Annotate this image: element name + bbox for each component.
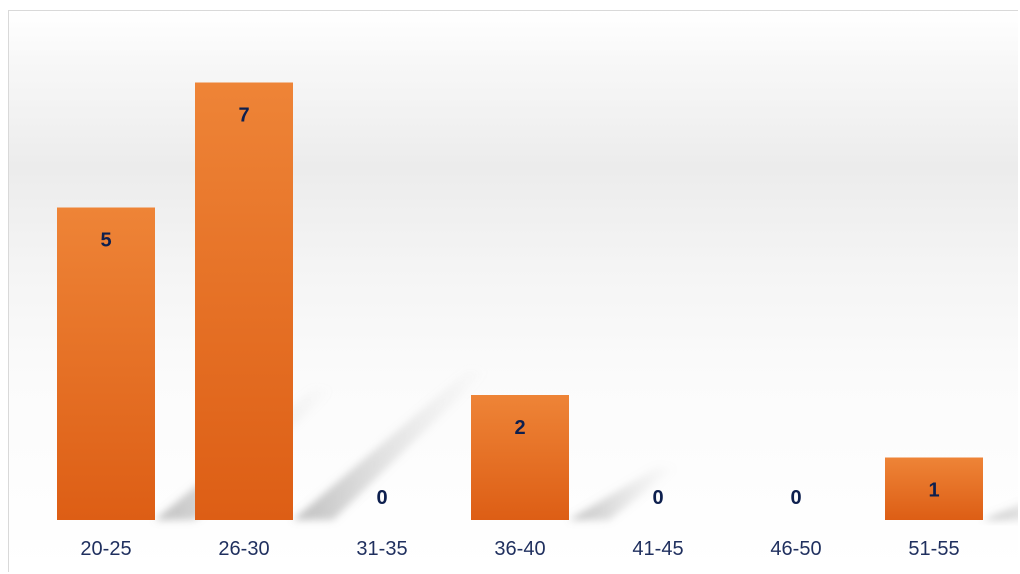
bar-chart: 5 7 0 2 0 0 1 20-25 26-30 31-35 36-40 41-45 46-50 51…	[57, 82, 1018, 560]
data-label-31-35: 0	[376, 487, 387, 509]
x-tick-label-20-25: 20-25	[80, 538, 131, 560]
x-axis-tick-labels: 20-25 26-30 31-35 36-40 41-45 46-50 51-55	[80, 538, 959, 560]
bars-group	[57, 82, 983, 520]
x-tick-label-36-40: 36-40	[494, 538, 545, 560]
bar-shadow	[983, 505, 1018, 520]
data-label-26-30: 7	[238, 105, 249, 127]
x-tick-label-31-35: 31-35	[356, 538, 407, 560]
chart-frame: 5 7 0 2 0 0 1 20-25 26-30 31-35 36-40 41-45 46-50 51…	[8, 10, 1018, 572]
data-label-41-45: 0	[652, 487, 663, 509]
data-label-46-50: 0	[790, 487, 801, 509]
data-label-36-40: 2	[514, 417, 525, 439]
bar-shadow	[569, 467, 677, 520]
bar-shadow	[293, 370, 488, 520]
bar-51-55	[885, 457, 983, 520]
bar-26-30	[195, 82, 293, 520]
x-tick-label-51-55: 51-55	[908, 538, 959, 560]
x-tick-label-26-30: 26-30	[218, 538, 269, 560]
bar-36-40	[471, 395, 569, 520]
data-labels-group: 5 7 0 2 0 0 1	[100, 105, 939, 510]
x-tick-label-41-45: 41-45	[632, 538, 683, 560]
data-label-20-25: 5	[100, 230, 111, 252]
x-tick-label-46-50: 46-50	[770, 538, 821, 560]
data-label-51-55: 1	[928, 480, 939, 502]
bar-20-25	[57, 207, 155, 520]
